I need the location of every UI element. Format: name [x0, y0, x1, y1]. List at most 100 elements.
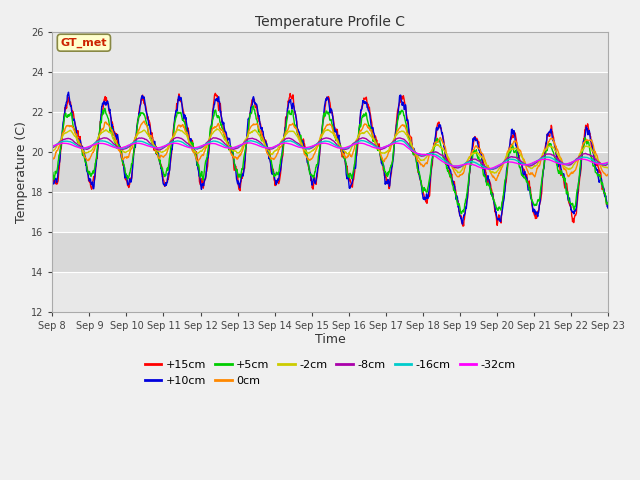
-2cm [235, 150, 243, 156]
-32cm [490, 165, 497, 170]
-8cm [174, 135, 182, 141]
0cm [140, 118, 148, 124]
-32cm [539, 156, 547, 162]
+15cm [211, 90, 219, 96]
+10cm [65, 89, 72, 95]
+10cm [235, 180, 243, 185]
-8cm [235, 145, 243, 151]
Bar [52, 72, 608, 111]
-32cm [172, 141, 180, 146]
+15cm [459, 223, 467, 229]
+5cm [172, 115, 180, 120]
-8cm [490, 166, 497, 172]
-32cm [484, 166, 492, 172]
-16cm [490, 166, 497, 171]
-2cm [491, 170, 499, 176]
Bar [52, 232, 608, 272]
+10cm [172, 109, 180, 115]
-8cm [49, 145, 56, 151]
+10cm [159, 178, 166, 184]
-8cm [604, 161, 612, 167]
Line: +10cm: +10cm [52, 92, 608, 224]
-32cm [245, 140, 253, 146]
0cm [159, 154, 166, 159]
+5cm [417, 179, 424, 184]
Line: -16cm: -16cm [52, 141, 608, 169]
Bar [52, 111, 608, 152]
+15cm [172, 108, 180, 114]
0cm [539, 152, 547, 157]
X-axis label: Time: Time [315, 334, 346, 347]
-2cm [49, 148, 56, 154]
-32cm [49, 144, 56, 149]
-8cm [159, 146, 166, 152]
+15cm [417, 179, 424, 184]
Legend: +15cm, +10cm, +5cm, 0cm, -2cm, -8cm, -16cm, -32cm: +15cm, +10cm, +5cm, 0cm, -2cm, -8cm, -16… [140, 356, 520, 390]
+5cm [159, 165, 166, 171]
Title: Temperature Profile C: Temperature Profile C [255, 15, 405, 29]
+15cm [539, 171, 547, 177]
+10cm [490, 199, 497, 204]
Bar [52, 152, 608, 192]
-2cm [212, 126, 220, 132]
0cm [417, 162, 424, 168]
+5cm [490, 196, 497, 202]
Line: +5cm: +5cm [52, 106, 608, 214]
+10cm [539, 173, 547, 179]
+5cm [234, 172, 242, 178]
0cm [493, 178, 500, 183]
+5cm [458, 211, 465, 216]
+5cm [250, 103, 257, 109]
Line: +15cm: +15cm [52, 93, 608, 226]
-32cm [604, 159, 612, 165]
-16cm [604, 160, 612, 166]
+5cm [49, 170, 56, 176]
+15cm [49, 176, 56, 182]
+10cm [459, 221, 467, 227]
-2cm [539, 151, 547, 157]
-16cm [539, 155, 547, 161]
-8cm [488, 167, 496, 172]
+10cm [604, 205, 612, 211]
Bar [52, 32, 608, 72]
-16cm [486, 167, 494, 172]
-2cm [604, 165, 612, 170]
Line: -32cm: -32cm [52, 143, 608, 169]
-16cm [159, 144, 166, 150]
-32cm [417, 151, 424, 157]
Y-axis label: Temperature (C): Temperature (C) [15, 120, 28, 223]
-8cm [172, 135, 180, 141]
-2cm [490, 169, 497, 175]
0cm [604, 171, 612, 177]
+5cm [604, 200, 612, 206]
-32cm [159, 144, 166, 149]
+10cm [49, 177, 56, 183]
0cm [172, 128, 180, 134]
-2cm [159, 149, 166, 155]
-2cm [172, 129, 180, 135]
+15cm [235, 183, 243, 189]
Bar [52, 272, 608, 312]
-32cm [234, 143, 242, 149]
-16cm [172, 138, 180, 144]
Line: -2cm: -2cm [52, 129, 608, 173]
Text: GT_met: GT_met [61, 37, 107, 48]
-16cm [417, 152, 424, 158]
-8cm [539, 154, 547, 159]
0cm [235, 154, 243, 159]
+15cm [159, 174, 166, 180]
Line: 0cm: 0cm [52, 121, 608, 180]
-2cm [417, 157, 424, 163]
+10cm [417, 178, 424, 184]
Line: -8cm: -8cm [52, 138, 608, 169]
+15cm [490, 197, 497, 203]
-16cm [49, 144, 56, 150]
-8cm [417, 153, 424, 159]
+15cm [604, 204, 612, 209]
+5cm [539, 170, 547, 176]
0cm [490, 173, 497, 179]
-16cm [397, 138, 404, 144]
-16cm [234, 144, 242, 149]
0cm [49, 155, 56, 161]
Bar [52, 192, 608, 232]
